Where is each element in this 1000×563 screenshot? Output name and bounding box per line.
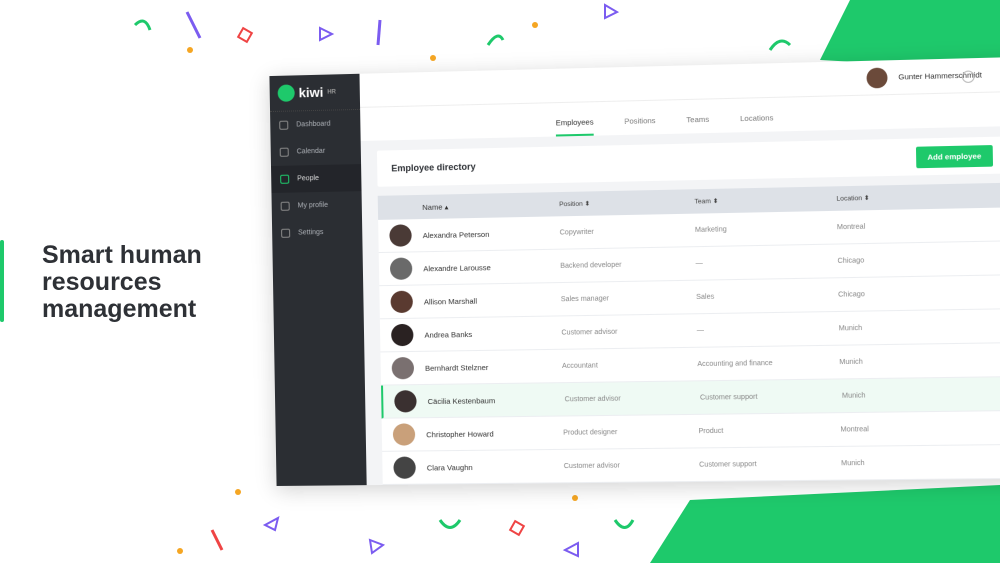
kiwi-logo-icon (277, 84, 295, 102)
page-title: Employee directory (391, 161, 476, 174)
cell-team: Customer support (699, 460, 757, 469)
cell-position: Customer advisor (563, 461, 620, 470)
sidebar-item-my-profile[interactable]: My profile (271, 191, 362, 220)
table-row[interactable]: Clara Vaughn Customer advisor Customer sup… (382, 445, 1000, 485)
column-label: Position (559, 200, 583, 209)
sidebar-item-dashboard[interactable]: Dashboard (270, 110, 361, 139)
column-position[interactable]: Position ⬍ (559, 200, 591, 209)
column-label: Name (422, 202, 443, 212)
cell-team: Product (698, 427, 724, 435)
cell-position: Customer advisor (564, 395, 621, 403)
power-icon[interactable] (961, 70, 975, 84)
cell-name: Alexandra Peterson (422, 229, 490, 240)
grid-icon (279, 120, 289, 130)
cell-position: Customer advisor (561, 328, 618, 337)
tab-positions[interactable]: Positions (624, 115, 656, 126)
sidebar-label: Settings (298, 229, 324, 237)
cell-name: Andrea Banks (424, 329, 473, 340)
logo[interactable]: kiwi HR (269, 73, 361, 113)
cell-location: Munich (838, 324, 863, 332)
cell-position: Accountant (561, 361, 598, 370)
cell-team: Customer support (699, 393, 758, 402)
cell-location: Munich (841, 391, 866, 400)
tab-locations[interactable]: Locations (740, 113, 774, 124)
tab-employees[interactable]: Employees (555, 117, 594, 137)
avatar (390, 290, 413, 314)
sidebar-label: People (297, 174, 320, 183)
cell-team: Marketing (694, 225, 727, 234)
green-corner-bottom (650, 485, 1000, 563)
sidebar-item-calendar[interactable]: Calendar (271, 137, 362, 166)
cell-team: — (696, 326, 705, 335)
cell-name: Bernhardt Stelzner (424, 362, 489, 373)
sidebar-label: Calendar (296, 147, 326, 156)
content: Employee directory Add employee Name ▴ P… (361, 126, 1000, 485)
green-corner-top (820, 0, 1000, 70)
tab-teams[interactable]: Teams (686, 114, 710, 125)
cell-team: Accounting and finance (697, 359, 773, 368)
avatar (393, 456, 416, 479)
hero-accent-bar (0, 240, 4, 322)
avatar (389, 257, 413, 280)
cell-name: Alexandre Larousse (423, 262, 491, 273)
avatar (394, 390, 417, 413)
cell-team: — (695, 259, 703, 267)
cell-location: Montreal (840, 425, 869, 434)
cell-team: Sales (696, 293, 715, 301)
main-area: Gunter Hammerschmidt Employees Positions… (359, 56, 1000, 485)
cell-name: Allison Marshall (423, 296, 478, 307)
calendar-icon (279, 147, 289, 157)
sidebar-label: My profile (297, 201, 329, 210)
avatar (391, 356, 415, 380)
logo-sup: HR (327, 88, 337, 96)
column-name[interactable]: Name ▴ (422, 201, 449, 212)
cell-location: Munich (839, 358, 863, 366)
column-team[interactable]: Team ⬍ (694, 197, 719, 206)
cell-position: Product designer (563, 428, 618, 437)
people-icon (280, 174, 290, 184)
cell-position: Sales manager (560, 294, 610, 303)
column-location[interactable]: Location ⬍ (836, 194, 870, 203)
app-window: kiwi HR Dashboard Calendar People My prof… (269, 56, 1000, 486)
hero-title: Smart human resources management (42, 241, 202, 323)
table-body: Alexandra Peterson Copywriter Marketing Mon… (378, 207, 1000, 485)
column-label: Team (694, 198, 711, 206)
cell-location: Chicago (837, 256, 865, 265)
avatar (391, 323, 414, 347)
avatar (389, 224, 412, 247)
logo-text: kiwi (298, 84, 324, 101)
avatar (392, 423, 416, 446)
sidebar: kiwi HR Dashboard Calendar People My prof… (269, 73, 367, 486)
cell-name: Clara Vaughn (426, 462, 473, 472)
cell-position: Backend developer (560, 261, 622, 270)
cell-position: Copywriter (559, 228, 594, 237)
cell-location: Chicago (838, 290, 865, 299)
cell-name: Cäcilia Kestenbaum (427, 395, 496, 406)
user-avatar[interactable] (866, 67, 889, 89)
cell-location: Montreal (836, 223, 866, 231)
sliders-icon (281, 228, 291, 238)
sidebar-item-people[interactable]: People (270, 164, 362, 194)
user-icon (280, 201, 290, 211)
sidebar-item-settings[interactable]: Settings (272, 218, 363, 247)
directory-header: Employee directory Add employee (376, 136, 1000, 187)
column-label: Location (836, 194, 863, 203)
cell-name: Christopher Howard (426, 428, 494, 439)
add-employee-button[interactable]: Add employee (915, 144, 994, 168)
cell-location: Munich (841, 459, 865, 467)
sidebar-label: Dashboard (296, 120, 331, 129)
